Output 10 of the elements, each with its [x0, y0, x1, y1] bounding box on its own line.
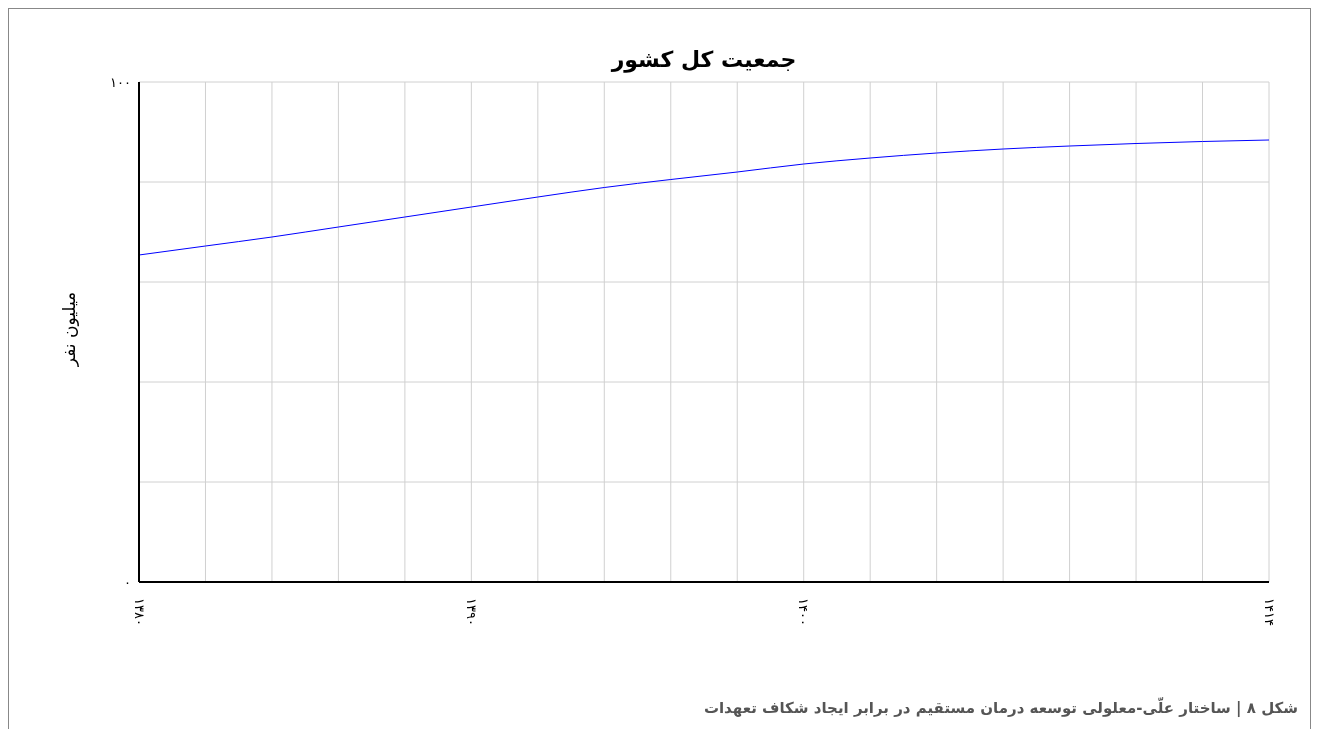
x-tick-label: ۱۳۸۰: [131, 598, 147, 626]
chart-title: جمعیت کل کشور: [609, 47, 798, 72]
y-tick-label: ۰: [124, 574, 131, 590]
x-tick-label: ۱۴۰۰: [796, 598, 812, 626]
y-axis-title: میلیون نفر: [59, 291, 79, 367]
y-tick-label: ۱۰۰: [110, 74, 131, 90]
line-series: [139, 139, 1269, 256]
x-tick-label: ۱۴۱۴: [1261, 598, 1277, 626]
x-tick-label: ۱۳۹۰: [463, 598, 479, 626]
text: شکل ۸ | ساختار علّی-معلولی توسعه درمان مستقیم در برابر ایجاد شکاف تعهدات: [703, 699, 1298, 717]
